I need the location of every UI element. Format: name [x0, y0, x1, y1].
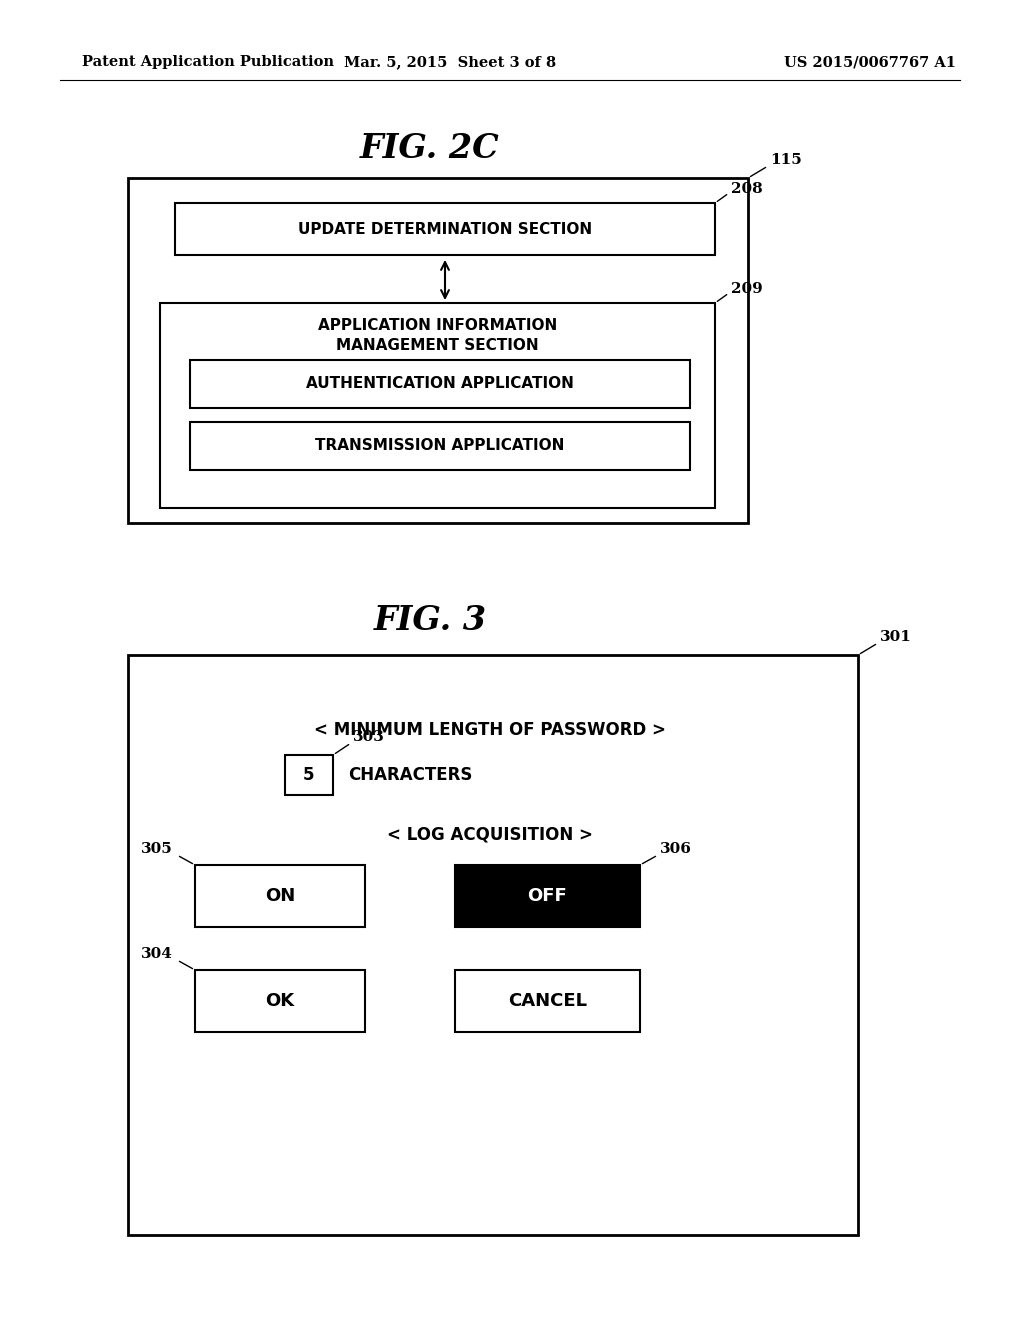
Text: 208: 208: [731, 182, 763, 195]
Text: APPLICATION INFORMATION: APPLICATION INFORMATION: [317, 318, 557, 333]
Text: 304: 304: [141, 946, 173, 961]
Text: FIG. 3: FIG. 3: [374, 603, 486, 636]
Bar: [195, 865, 365, 927]
Bar: [455, 970, 640, 1032]
Text: 115: 115: [770, 153, 802, 168]
Text: Patent Application Publication: Patent Application Publication: [82, 55, 334, 69]
Bar: [128, 655, 858, 1236]
Bar: [195, 970, 365, 1032]
Text: < LOG ACQUISITION >: < LOG ACQUISITION >: [387, 826, 593, 843]
Text: 5: 5: [303, 766, 314, 784]
Text: AUTHENTICATION APPLICATION: AUTHENTICATION APPLICATION: [306, 376, 573, 392]
Text: US 2015/0067767 A1: US 2015/0067767 A1: [784, 55, 956, 69]
Text: MANAGEMENT SECTION: MANAGEMENT SECTION: [336, 338, 539, 352]
Bar: [175, 203, 715, 255]
Text: CHARACTERS: CHARACTERS: [348, 766, 472, 784]
Text: CANCEL: CANCEL: [508, 993, 587, 1010]
Text: FIG. 2C: FIG. 2C: [360, 132, 500, 165]
Text: < MINIMUM LENGTH OF PASSWORD >: < MINIMUM LENGTH OF PASSWORD >: [314, 721, 666, 739]
Text: 209: 209: [731, 282, 763, 296]
Text: TRANSMISSION APPLICATION: TRANSMISSION APPLICATION: [315, 438, 564, 454]
Text: UPDATE DETERMINATION SECTION: UPDATE DETERMINATION SECTION: [298, 222, 592, 236]
Text: 301: 301: [880, 630, 912, 644]
Text: 305: 305: [141, 842, 173, 855]
Text: 303: 303: [353, 730, 385, 744]
Text: Mar. 5, 2015  Sheet 3 of 8: Mar. 5, 2015 Sheet 3 of 8: [344, 55, 556, 69]
Bar: [160, 304, 715, 508]
Text: OFF: OFF: [527, 887, 567, 906]
Bar: [128, 178, 748, 523]
Bar: [190, 422, 690, 470]
Text: OK: OK: [265, 993, 295, 1010]
Bar: [190, 360, 690, 408]
Bar: [455, 865, 640, 927]
Bar: [285, 755, 333, 795]
Text: ON: ON: [265, 887, 295, 906]
Text: 306: 306: [660, 842, 692, 855]
